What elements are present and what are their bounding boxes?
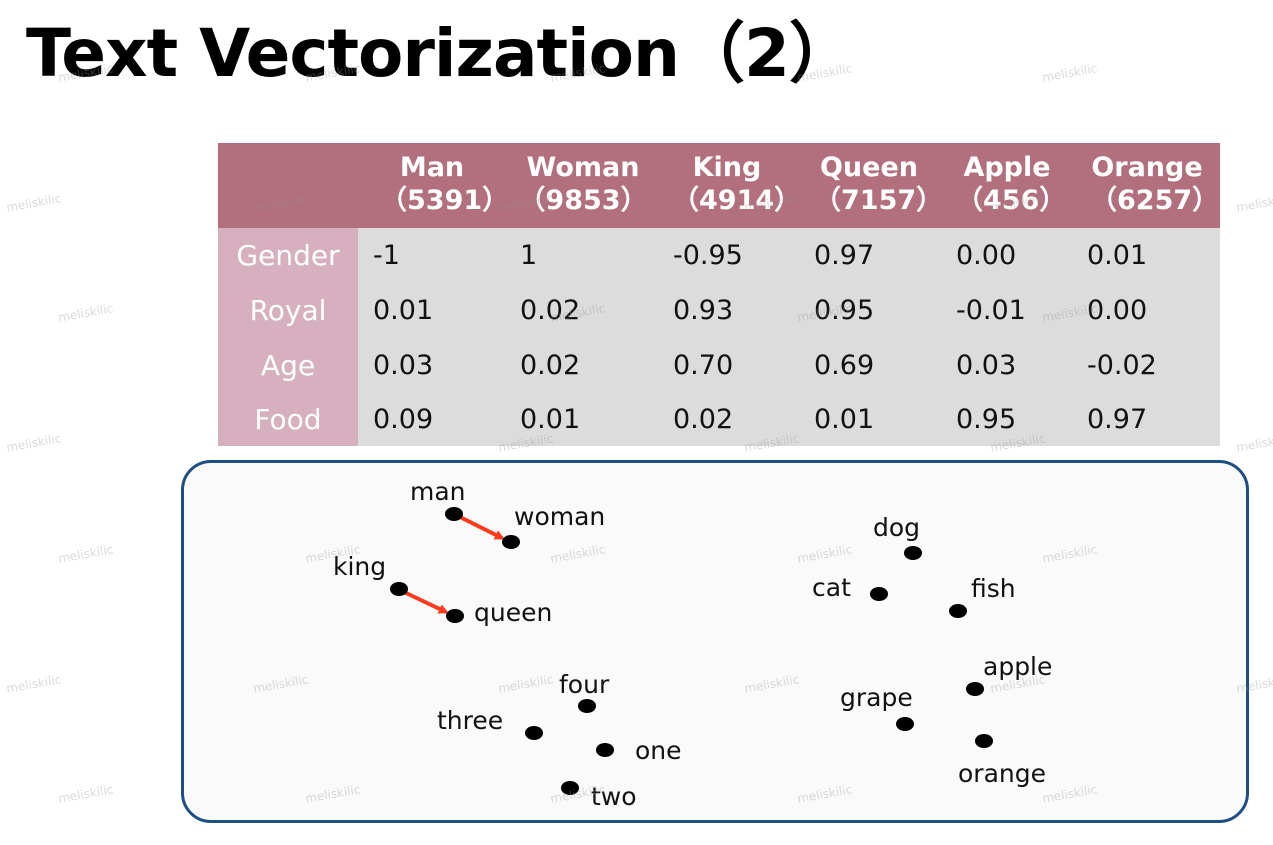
word-vector-table: Man （5391） Woman （9853） King （4914） Quee… xyxy=(218,143,1220,446)
point-two xyxy=(561,781,579,795)
table-cell: 0.01 xyxy=(373,295,434,326)
table-cell: -0.01 xyxy=(956,295,1026,326)
label-three: three xyxy=(437,706,503,735)
column-word: Orange xyxy=(1091,152,1203,183)
table-cell: 0.02 xyxy=(520,350,581,381)
column-header-apple: Apple （456） xyxy=(956,151,1067,217)
point-cat xyxy=(870,587,888,601)
table-cell: 0.09 xyxy=(373,404,434,435)
label-apple: apple xyxy=(983,652,1052,681)
point-apple xyxy=(966,682,984,696)
table-cell: 0.95 xyxy=(956,404,1017,435)
table-cell: 0.70 xyxy=(673,350,734,381)
column-word: Queen xyxy=(819,152,919,183)
table-cell: 0.97 xyxy=(814,240,875,271)
slide-title: Text Vectorization（2） xyxy=(26,15,855,92)
row-label-food: Food xyxy=(254,403,322,436)
table-cell: 0.97 xyxy=(1087,404,1148,435)
point-one xyxy=(596,743,614,757)
point-woman xyxy=(502,535,520,549)
point-dog xyxy=(904,546,922,560)
column-header-woman: Woman （9853） xyxy=(518,151,648,217)
point-man xyxy=(445,507,463,521)
table-cell: -1 xyxy=(373,240,400,271)
table-cell: 0.01 xyxy=(520,404,581,435)
table-cell: 0.03 xyxy=(956,350,1017,381)
column-code: （6257） xyxy=(1090,185,1220,216)
label-one: one xyxy=(635,736,682,765)
label-woman: woman xyxy=(514,502,605,531)
table-cell: 1 xyxy=(520,240,538,271)
label-queen: queen xyxy=(474,598,552,627)
column-code: （9853） xyxy=(518,185,648,216)
row-label-age: Age xyxy=(260,349,316,382)
analogy-arrow-king-queen xyxy=(403,590,449,614)
column-code: （7157） xyxy=(814,185,944,216)
table-cell: -0.95 xyxy=(673,240,743,271)
table-body xyxy=(358,228,1220,446)
column-header-king: King （4914） xyxy=(672,151,802,217)
embedding-space-panel xyxy=(181,460,1249,823)
row-label-gender: Gender xyxy=(236,239,340,272)
table-cell: 0.00 xyxy=(956,240,1017,271)
point-grape xyxy=(896,717,914,731)
label-king: king xyxy=(333,552,386,581)
row-label-column xyxy=(218,228,358,446)
point-queen xyxy=(446,609,464,623)
table-cell: 0.93 xyxy=(673,295,734,326)
column-code: （4914） xyxy=(672,185,802,216)
point-three xyxy=(525,726,543,740)
label-dog: dog xyxy=(873,513,920,542)
label-cat: cat xyxy=(812,573,851,602)
label-two: two xyxy=(591,782,637,811)
label-grape: grape xyxy=(840,683,913,712)
table-cell: 0.69 xyxy=(814,350,875,381)
table-cell: -0.02 xyxy=(1087,350,1157,381)
column-word: Woman xyxy=(526,152,640,183)
table-cell: 0.01 xyxy=(1087,240,1148,271)
column-code: （456） xyxy=(956,185,1067,216)
table-cell: 0.95 xyxy=(814,295,875,326)
table-cell: 0.02 xyxy=(520,295,581,326)
column-header-queen: Queen （7157） xyxy=(814,151,944,217)
label-fish: fish xyxy=(971,574,1016,603)
column-word: Apple xyxy=(963,152,1051,183)
column-header-orange: Orange （6257） xyxy=(1090,151,1220,217)
point-orange xyxy=(975,734,993,748)
table-cell: 0.00 xyxy=(1087,295,1148,326)
point-king xyxy=(390,582,408,596)
column-word: King xyxy=(692,152,762,183)
table-header-row: Man （5391） Woman （9853） King （4914） Quee… xyxy=(218,143,1220,228)
analogy-arrow-man-woman xyxy=(459,515,505,540)
table-cell: 0.02 xyxy=(673,404,734,435)
column-word: Man xyxy=(399,152,465,183)
table-cell: 0.03 xyxy=(373,350,434,381)
label-orange: orange xyxy=(958,759,1046,788)
point-four xyxy=(578,699,596,713)
label-man: man xyxy=(410,477,466,506)
table-cell: 0.01 xyxy=(814,404,875,435)
row-label-royal: Royal xyxy=(249,294,327,327)
label-four: four xyxy=(559,670,610,699)
point-fish xyxy=(949,604,967,618)
